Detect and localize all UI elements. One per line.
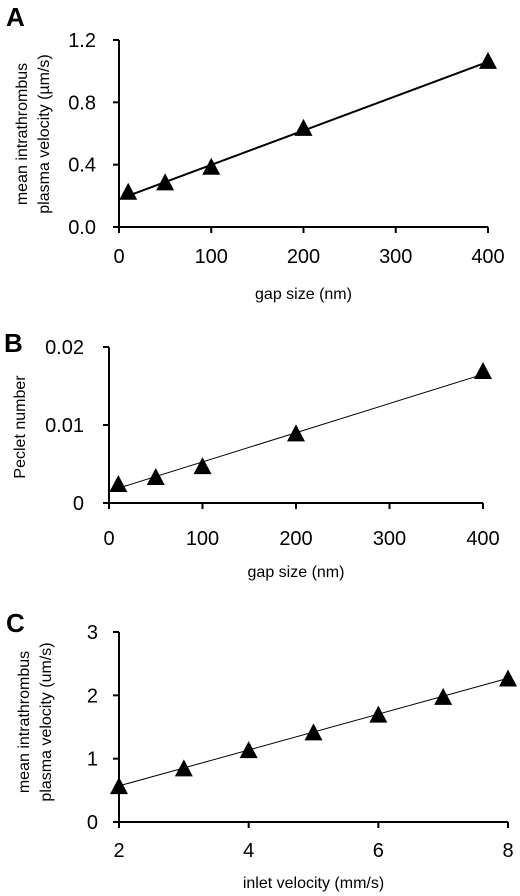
chart-panel-b: B 0 0.01 0.02 0 100 200 300 400 gap size (nm) Pecl… xyxy=(4,328,500,581)
data-point-triangle xyxy=(499,669,517,687)
x-tick-label: 400 xyxy=(471,246,504,268)
y-tick-label: 0.4 xyxy=(68,155,96,177)
data-point-triangle xyxy=(239,741,258,759)
y-tick-label: 0 xyxy=(87,812,98,834)
x-axis-title: inlet velocity (mm/s) xyxy=(243,875,384,892)
trend-line xyxy=(118,373,484,489)
y-tick-label: 0.8 xyxy=(68,92,96,114)
data-point-triangle xyxy=(146,468,165,486)
chart-panel-c: C 0 1 2 3 2 4 6 8 inlet velocity (mm/s) mean intra… xyxy=(6,608,517,892)
data-point-triangle xyxy=(174,759,193,777)
x-tick-label: 200 xyxy=(279,528,312,550)
chart-panel-a: A 0.0 0.4 0.8 1.2 0 100 200 300 400 gap size (nm) m… xyxy=(6,2,505,303)
x-tick-label: 0 xyxy=(103,528,114,550)
data-point-triangle xyxy=(202,157,221,175)
y-tick-label: 0.0 xyxy=(68,217,96,239)
y-tick-label: 0.02 xyxy=(45,337,84,359)
panel-label: A xyxy=(6,2,25,32)
data-point-triangle xyxy=(369,705,388,723)
x-tick-label: 100 xyxy=(195,246,228,268)
y-tick-label: 1 xyxy=(87,749,98,771)
data-point-triangle xyxy=(109,475,128,493)
data-point-triangle xyxy=(110,777,128,795)
y-tick-label: 2 xyxy=(87,685,98,707)
panel-label: C xyxy=(6,608,25,638)
x-tick-label: 400 xyxy=(466,528,499,550)
x-tick-label: 2 xyxy=(113,840,124,862)
data-point-triangle xyxy=(193,457,212,475)
x-tick-label: 4 xyxy=(243,840,254,862)
y-tick-label: 3 xyxy=(87,622,98,644)
x-tick-label: 8 xyxy=(502,840,513,862)
data-point-triangle xyxy=(119,182,138,200)
x-tick-label: 200 xyxy=(287,246,320,268)
x-axis-title: gap size (nm) xyxy=(255,286,352,303)
data-point-triangle xyxy=(156,173,175,191)
data-point-triangle xyxy=(479,51,497,69)
y-axis-title: plasma velocity (um/s) xyxy=(38,642,55,801)
y-tick-label: 0 xyxy=(73,493,84,515)
x-axis-title: gap size (nm) xyxy=(248,564,345,581)
data-point-triangle xyxy=(434,687,453,705)
y-axis-title: mean intrathrombus xyxy=(14,63,31,205)
x-tick-label: 0 xyxy=(113,246,124,268)
x-tick-label: 300 xyxy=(379,246,412,268)
data-point-triangle xyxy=(294,118,313,136)
y-tick-label: 0.01 xyxy=(45,415,84,437)
data-point-triangle xyxy=(304,723,323,741)
x-tick-label: 6 xyxy=(373,840,384,862)
y-axis-title: mean intrathrombus xyxy=(16,651,33,793)
y-tick-label: 1.2 xyxy=(68,30,96,52)
y-axis-title: plasma velocity (µm/s) xyxy=(36,54,53,213)
data-point-triangle xyxy=(474,361,492,379)
x-tick-label: 100 xyxy=(186,528,219,550)
panel-label: B xyxy=(4,328,23,358)
y-axis-title: Peclet number xyxy=(12,375,29,479)
x-tick-label: 300 xyxy=(373,528,406,550)
data-point-triangle xyxy=(287,424,305,442)
